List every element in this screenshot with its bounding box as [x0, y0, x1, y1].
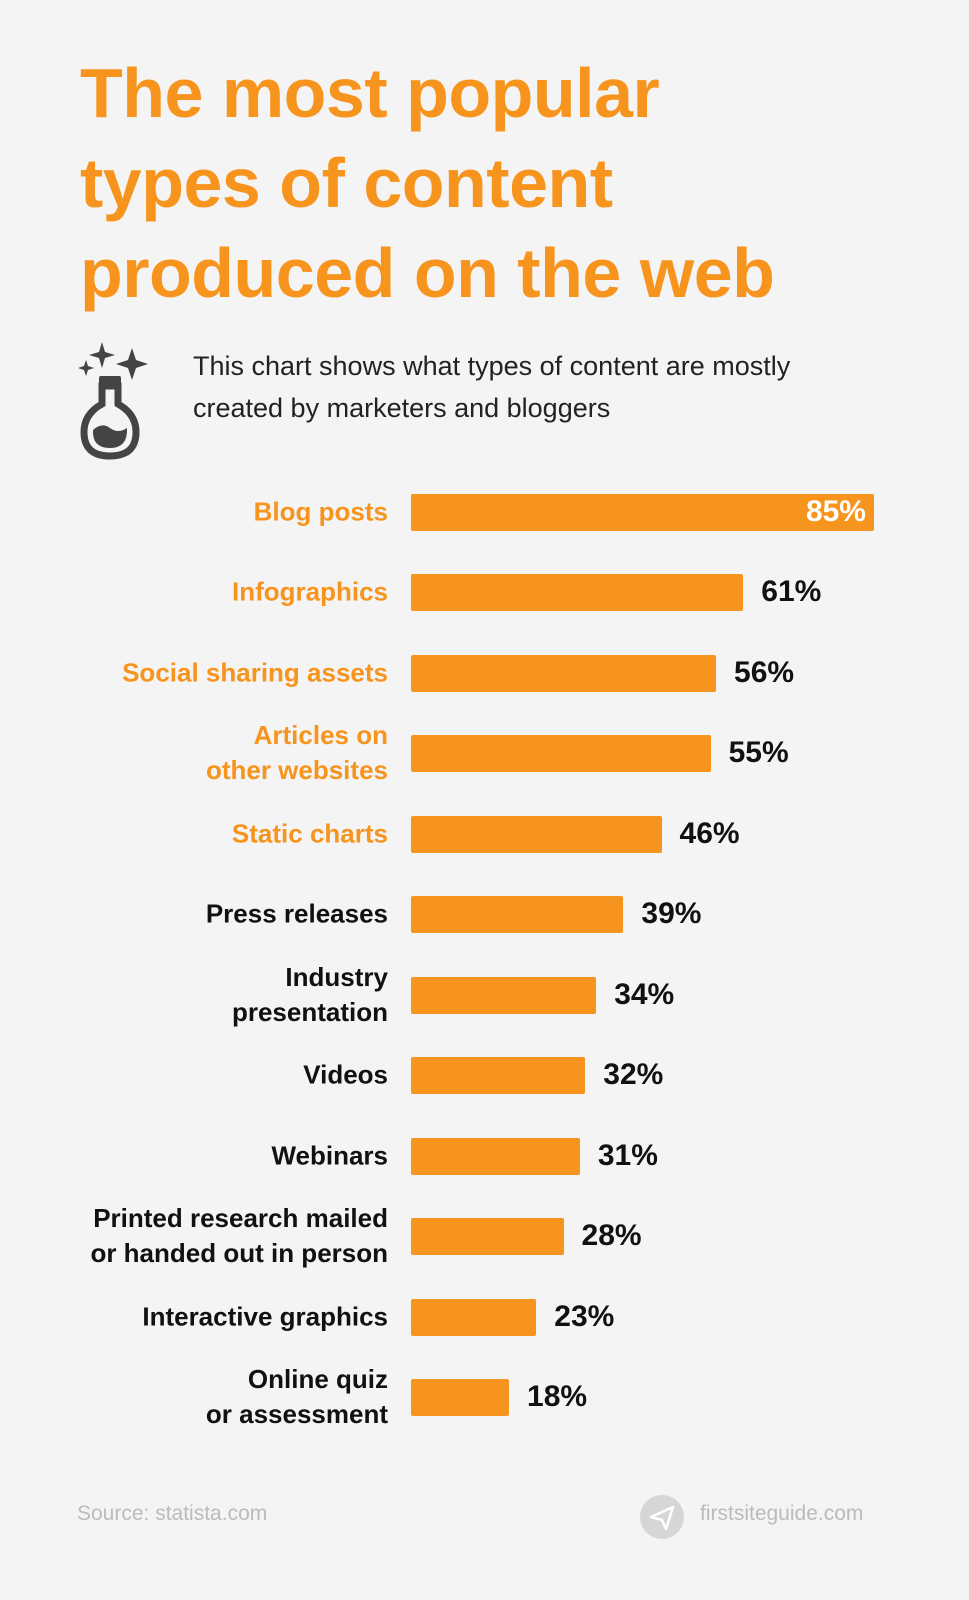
category-label: Interactive graphics	[142, 1301, 388, 1331]
bar	[411, 896, 624, 934]
source: Source: statista.com	[77, 1502, 268, 1525]
flask-icon	[78, 342, 148, 460]
value-label: 56%	[734, 655, 795, 689]
chart: Blog posts 85% Infographics 61% Social shari…	[90, 494, 874, 1429]
value-label: 28%	[581, 1219, 642, 1253]
category-label: Industry presentation	[231, 961, 388, 1027]
bar	[411, 1218, 564, 1256]
chart-title: The most popular types of content produc…	[80, 54, 775, 312]
value-label: 85%	[805, 495, 866, 528]
bar	[411, 574, 744, 612]
bar	[411, 494, 874, 531]
brand-icon	[640, 1495, 684, 1539]
category-label: Online quiz or assessment	[205, 1363, 388, 1429]
category-label: Press releases	[205, 898, 388, 929]
value-label: 46%	[679, 816, 740, 850]
bar	[411, 976, 597, 1014]
category-label: Articles on other websites	[205, 720, 388, 786]
bar	[411, 654, 717, 692]
chart-subtitle: This chart shows what types of content a…	[193, 351, 791, 423]
category-label: Infographics	[231, 576, 388, 607]
category-label: Static charts	[231, 818, 388, 849]
value-label: 61%	[761, 575, 822, 609]
value-label: 32%	[603, 1058, 664, 1092]
category-label: Blog posts	[253, 496, 388, 527]
category-label: Printed research mailed or handed out in…	[90, 1203, 388, 1269]
bar	[411, 1137, 580, 1175]
brand: firstsiteguide.com	[700, 1502, 864, 1525]
category-label: Videos	[303, 1059, 388, 1090]
value-label: 31%	[597, 1138, 658, 1172]
category-label: Social sharing assets	[122, 657, 388, 688]
bar	[411, 735, 711, 773]
bar	[411, 1378, 510, 1416]
category-label: Webinars	[271, 1140, 388, 1171]
value-label: 55%	[728, 736, 789, 770]
bar	[411, 815, 662, 853]
bar	[411, 1298, 537, 1336]
bar	[411, 1057, 586, 1095]
value-label: 39%	[641, 897, 702, 931]
value-label: 34%	[614, 977, 675, 1011]
value-label: 18%	[527, 1379, 588, 1413]
value-label: 23%	[554, 1299, 615, 1333]
